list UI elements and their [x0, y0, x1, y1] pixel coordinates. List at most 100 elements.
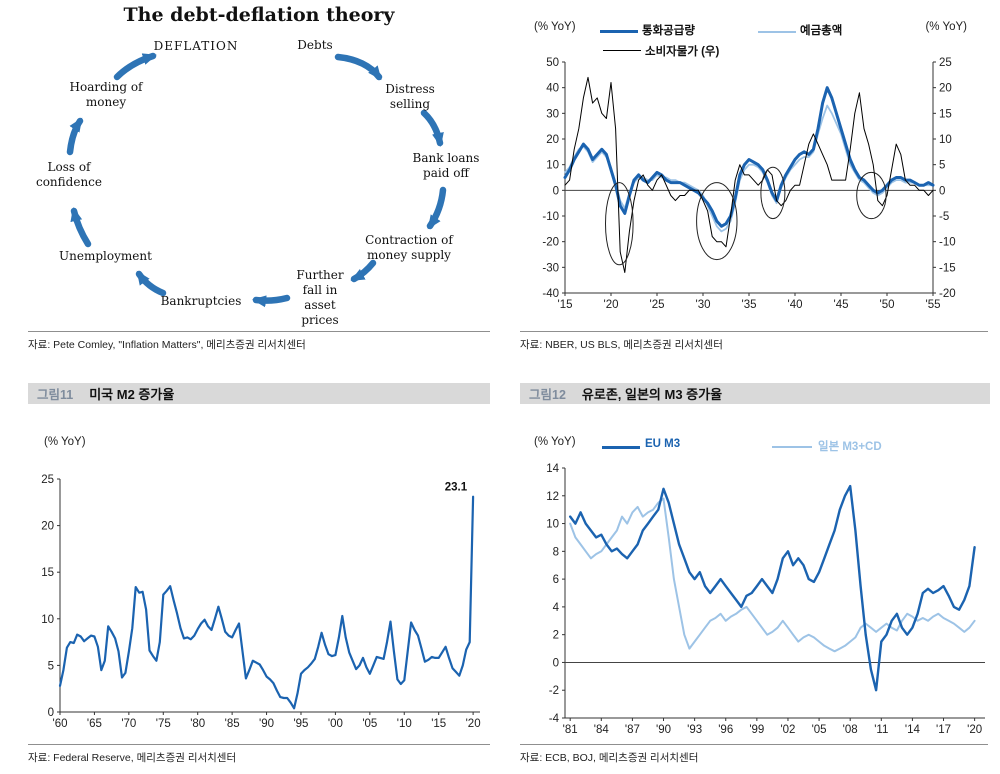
m2-y-axis-unit: (% YoY) — [44, 436, 86, 448]
legend-line-deposits — [758, 31, 796, 33]
cycle-arrows-graphic — [66, 52, 447, 308]
svg-text:0: 0 — [48, 707, 54, 719]
legend-label-deposits: 예금총액 — [800, 25, 843, 37]
arrow-hoarding-to-deflation — [113, 52, 157, 81]
svg-text:'81: '81 — [563, 724, 578, 736]
svg-text:-4: -4 — [549, 713, 560, 725]
svg-text:'45: '45 — [834, 299, 849, 311]
svg-text:0: 0 — [553, 657, 559, 669]
svg-text:'93: '93 — [687, 724, 702, 736]
diagram-source-note: 자료: Pete Comley, "Inflation Matters", 메리… — [28, 339, 306, 351]
legend-label-cpi: 소비자물가 (우) — [645, 46, 720, 58]
svg-text:5: 5 — [48, 660, 54, 672]
node-bankruptcies: Bankruptcies — [160, 294, 242, 308]
svg-text:'20: '20 — [967, 724, 982, 736]
debt-deflation-panel: The debt-deflation theory DEFLATION Debt… — [28, 0, 490, 330]
svg-text:'50: '50 — [880, 299, 895, 311]
svg-text:'17: '17 — [936, 724, 951, 736]
svg-text:15: 15 — [41, 567, 54, 579]
eurozone-japan-m3-chart: 14 12 10 8 6 4 2 0 -2 -4'81 '84 '87 '90 '93 '96 '99 '02 '… — [546, 463, 985, 736]
arrow-bankloans-to-contraction — [426, 186, 447, 230]
legend-label-japan-m3cd: 일본 M3+CD — [818, 441, 882, 453]
svg-text:0: 0 — [553, 185, 559, 197]
node-loss-of-confidence: Loss of confidence — [35, 160, 102, 189]
svg-text:'95: '95 — [293, 718, 308, 730]
svg-text:'15: '15 — [558, 299, 573, 311]
legend-line-japan-m3cd — [772, 446, 812, 448]
legend-label-eu-m3: EU M3 — [645, 438, 681, 450]
arrow-loss-to-hoarding — [66, 117, 84, 156]
legend-line-eu-m3 — [602, 446, 640, 449]
divider — [520, 744, 988, 745]
svg-text:30: 30 — [546, 108, 559, 120]
svg-text:-40: -40 — [542, 288, 559, 300]
svg-text:'90: '90 — [259, 718, 274, 730]
svg-text:'14: '14 — [905, 724, 921, 736]
svg-text:'75: '75 — [156, 718, 171, 730]
svg-text:'40: '40 — [788, 299, 803, 311]
arrow-unemployment-to-loss — [70, 207, 92, 248]
m2-source-note: 자료: Federal Reserve, 메리츠증권 리서치센터 — [28, 752, 237, 764]
svg-text:2: 2 — [553, 630, 559, 642]
svg-text:6: 6 — [553, 574, 559, 586]
figure11-title: 미국 M2 증가율 — [89, 387, 175, 402]
svg-text:20: 20 — [939, 83, 952, 95]
svg-text:'55: '55 — [926, 299, 941, 311]
us-m2-chart: 25 20 15 10 5 0'60 '65 '70 '75 '80 '85 '90 '95 '00 '05… — [41, 474, 481, 730]
svg-text:0: 0 — [939, 185, 945, 197]
svg-text:'02: '02 — [780, 724, 795, 736]
svg-text:5: 5 — [939, 160, 945, 172]
figure11-tag: 그림11 — [37, 388, 74, 402]
svg-text:'87: '87 — [625, 724, 640, 736]
node-bank-loans-paid-off: Bank loans paid off — [412, 151, 480, 180]
svg-text:'05: '05 — [812, 724, 827, 736]
svg-text:'84: '84 — [594, 724, 610, 736]
arrow-contraction-to-fall — [350, 259, 377, 283]
svg-text:'65: '65 — [87, 718, 102, 730]
svg-text:'25: '25 — [650, 299, 665, 311]
svg-text:10: 10 — [939, 134, 952, 146]
divider — [520, 331, 988, 332]
divider — [28, 331, 490, 332]
svg-text:'96: '96 — [718, 724, 733, 736]
m3-y-axis-unit: (% YoY) — [534, 436, 576, 448]
figure12-title: 유로존, 일본의 M3 증가율 — [581, 387, 723, 402]
svg-text:'30: '30 — [696, 299, 711, 311]
svg-text:23.1: 23.1 — [445, 482, 468, 494]
svg-text:20: 20 — [546, 134, 559, 146]
svg-text:'99: '99 — [749, 724, 764, 736]
svg-text:-20: -20 — [542, 237, 559, 249]
svg-text:-5: -5 — [939, 211, 949, 223]
svg-text:40: 40 — [546, 83, 559, 95]
svg-text:'85: '85 — [225, 718, 240, 730]
node-debts: Debts — [297, 38, 333, 52]
money-supply-cpi-chart: 50403020100-10-20-30-402520151050-5-10-1… — [542, 57, 955, 311]
node-unemployment: Unemployment — [59, 249, 152, 263]
arrow-debts-to-distress — [334, 53, 383, 81]
svg-text:10: 10 — [546, 160, 559, 172]
svg-text:'10: '10 — [397, 718, 412, 730]
svg-text:'15: '15 — [431, 718, 446, 730]
svg-text:-2: -2 — [549, 685, 559, 697]
legend-line-money-supply — [600, 30, 638, 33]
y-axis-unit-left: (% YoY) — [534, 21, 576, 33]
svg-text:'05: '05 — [362, 718, 377, 730]
svg-text:'11: '11 — [874, 724, 888, 736]
svg-text:25: 25 — [41, 474, 54, 486]
svg-text:-30: -30 — [542, 262, 559, 274]
svg-text:'90: '90 — [656, 724, 671, 736]
svg-text:'08: '08 — [843, 724, 858, 736]
node-contraction-money-supply: Contraction of money supply — [365, 233, 453, 262]
svg-text:50: 50 — [546, 57, 559, 69]
node-distress-selling: Distress selling — [385, 82, 435, 111]
node-deflation: DEFLATION — [153, 39, 239, 53]
svg-text:'80: '80 — [190, 718, 205, 730]
svg-text:'00: '00 — [328, 718, 343, 730]
node-hoarding-of-money: Hoarding of money — [69, 80, 143, 109]
svg-text:'20: '20 — [466, 718, 481, 730]
svg-text:-10: -10 — [542, 211, 559, 223]
svg-text:14: 14 — [546, 463, 559, 475]
svg-text:25: 25 — [939, 57, 952, 69]
svg-text:'20: '20 — [604, 299, 619, 311]
